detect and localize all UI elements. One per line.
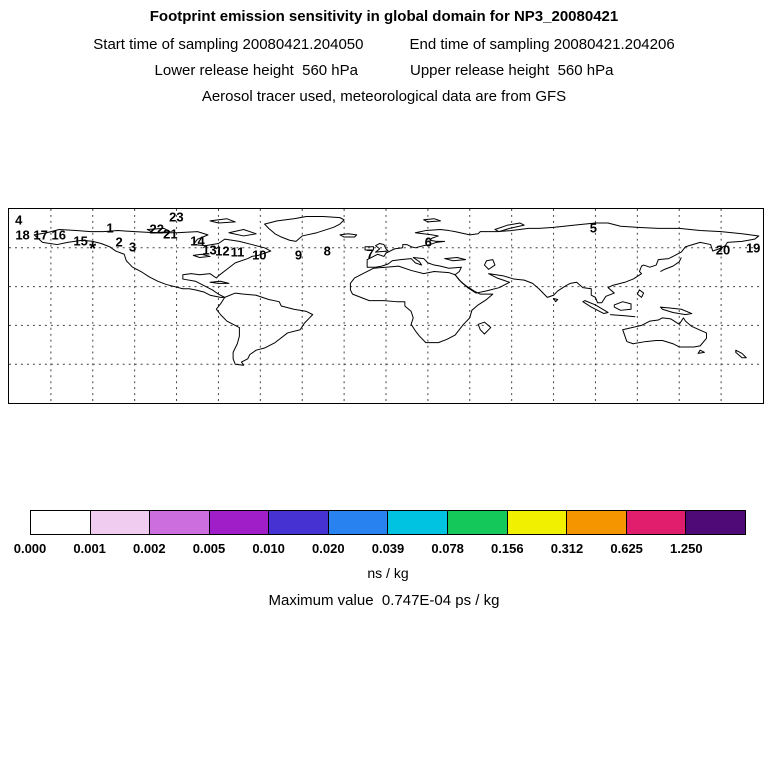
trajectory-point-label: 23 [169, 209, 184, 225]
start-time-label: Start time of sampling 20080421.204050 [93, 36, 364, 53]
trajectory-point-label: 17 [33, 227, 48, 243]
graticule-gridlines [9, 209, 763, 403]
colorbar-tick-label: 0.010 [252, 541, 285, 556]
trajectory-point-label: 14 [190, 233, 205, 249]
colorbar-cell [328, 511, 389, 534]
trajectory-point-label: 7 [366, 246, 374, 262]
colorbar-tick-label: 0.002 [133, 541, 166, 556]
colorbar-cell [448, 511, 508, 534]
spacer [358, 62, 410, 79]
coastline-north-america [34, 229, 271, 297]
colorbar-tick-label: 0.312 [550, 541, 584, 556]
tracer-info-label: Aerosol tracer used, meteorological data… [201, 88, 567, 105]
colorbar-cell [90, 511, 151, 534]
coastline-eurasia [367, 223, 759, 303]
colorbar [30, 510, 746, 535]
colorbar-tick-label: 0.000 [13, 541, 47, 556]
coastline-africa [350, 266, 492, 343]
end-time-label: End time of sampling 20080421.204206 [409, 36, 675, 53]
release-height-line: Lower release height 560 hPa Upper releas… [0, 62, 768, 79]
colorbar-cell [507, 511, 568, 534]
world-map: 4 18 17 16 15 * 1 2 3 23 22 21 14 13 12 11 10 9 8 7 6 5 20 19 [8, 208, 764, 404]
trajectory-point-label: 20 [715, 242, 731, 258]
trajectory-point-label: 12 [215, 243, 230, 259]
sampling-time-line: Start time of sampling 20080421.204050 En… [0, 36, 768, 53]
colorbar-tick-label: 0.039 [371, 541, 405, 556]
trajectory-point-label: 6 [424, 234, 432, 250]
maximum-value-label: Maximum value 0.747E-04 ps / kg [268, 592, 500, 609]
colorbar-tick-label: 0.078 [431, 541, 464, 556]
colorbar-cell [209, 511, 270, 534]
trajectory-point-label: 9 [294, 247, 303, 263]
colorbar-cell [686, 511, 745, 534]
colorbar-tick-label: 1.250 [670, 541, 703, 556]
colorbar-tick-label: 0.020 [312, 541, 345, 556]
colorbar-cell [269, 511, 329, 534]
trajectory-point-label: 5 [589, 220, 597, 236]
upper-release-height-label: Upper release height 560 hPa [410, 62, 614, 79]
plot-title: Footprint emission sensitivity in global… [149, 8, 619, 25]
trajectory-point-label: 21 [163, 226, 178, 242]
trajectory-point-label: 10 [252, 247, 267, 263]
colorbar-tick-label: 0.625 [610, 541, 643, 556]
trajectory-point-label: 19 [745, 240, 761, 256]
trajectory-point-label: 22 [149, 221, 165, 237]
colorbar-cell [626, 511, 687, 534]
coastline-south-america [216, 293, 312, 365]
colorbar-cell [150, 511, 210, 534]
coastline-islands [147, 219, 746, 358]
colorbar-cell [567, 511, 627, 534]
trajectory-point-label: 8 [323, 243, 331, 259]
trajectory-point-label: 16 [51, 227, 66, 243]
coastlines [9, 209, 763, 403]
trajectory-point-label: 2 [115, 234, 123, 250]
trajectory-point-label: 1 [106, 220, 114, 236]
trajectory-point-label: 3 [129, 239, 137, 255]
colorbar-units: ns / kg [367, 565, 409, 581]
release-point-marker: * [89, 238, 97, 259]
trajectory-point-label: 4 [15, 212, 23, 228]
lower-release-height-label: Lower release height 560 hPa [154, 62, 358, 79]
inland-water-outlines [193, 254, 495, 269]
trajectory-point-label: 15 [73, 233, 88, 249]
colorbar-cell [388, 511, 449, 534]
trajectory-point-label: 13 [202, 242, 217, 258]
colorbar-tick-labels: 0.000 0.001 0.002 0.005 0.010 0.020 0.039 0.078… [14, 541, 746, 557]
trajectory-points-layer: 4 18 17 16 15 * 1 2 3 23 22 21 14 13 12 11 10 9 8 7 6 5 20 19 [9, 209, 763, 403]
colorbar-tick-label: 0.001 [73, 541, 106, 556]
colorbar-cell [31, 511, 91, 534]
trajectory-point-label: 18 [15, 227, 30, 243]
trajectory-point-label: 11 [230, 244, 245, 260]
spacer [363, 36, 409, 53]
colorbar-tick-label: 0.005 [192, 541, 226, 556]
colorbar-tick-label: 0.156 [491, 541, 524, 556]
coastline-greenland [265, 217, 345, 242]
